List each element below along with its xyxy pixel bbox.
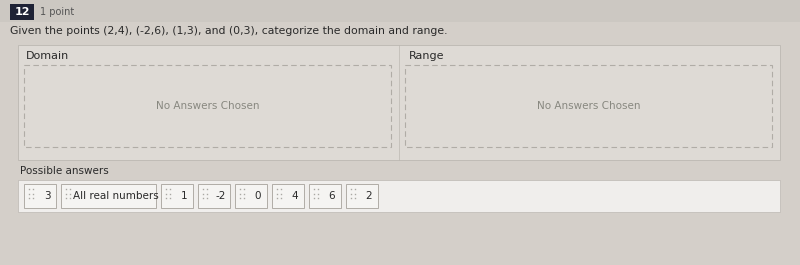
FancyBboxPatch shape xyxy=(0,0,800,22)
FancyBboxPatch shape xyxy=(272,184,304,208)
FancyBboxPatch shape xyxy=(346,184,378,208)
FancyBboxPatch shape xyxy=(18,45,780,160)
Text: Possible answers: Possible answers xyxy=(20,166,109,176)
FancyBboxPatch shape xyxy=(198,184,230,208)
Text: 1: 1 xyxy=(181,191,187,201)
Text: 3: 3 xyxy=(44,191,50,201)
Text: 6: 6 xyxy=(329,191,335,201)
Text: All real numbers: All real numbers xyxy=(73,191,158,201)
Text: Domain: Domain xyxy=(26,51,70,61)
FancyBboxPatch shape xyxy=(161,184,193,208)
Text: 0: 0 xyxy=(254,191,262,201)
FancyBboxPatch shape xyxy=(405,65,772,147)
FancyBboxPatch shape xyxy=(61,184,156,208)
Text: 4: 4 xyxy=(292,191,298,201)
Text: -2: -2 xyxy=(216,191,226,201)
Text: 12: 12 xyxy=(14,7,30,17)
FancyBboxPatch shape xyxy=(309,184,341,208)
FancyBboxPatch shape xyxy=(24,184,56,208)
Text: No Answers Chosen: No Answers Chosen xyxy=(537,101,640,111)
Text: No Answers Chosen: No Answers Chosen xyxy=(156,101,259,111)
FancyBboxPatch shape xyxy=(24,65,391,147)
Text: 1 point: 1 point xyxy=(40,7,74,17)
Text: Given the points (2,4), (-2,6), (1,3), and (0,3), categorize the domain and rang: Given the points (2,4), (-2,6), (1,3), a… xyxy=(10,26,447,36)
Text: 2: 2 xyxy=(366,191,372,201)
FancyBboxPatch shape xyxy=(10,4,34,20)
FancyBboxPatch shape xyxy=(18,180,780,212)
Text: Range: Range xyxy=(409,51,445,61)
FancyBboxPatch shape xyxy=(235,184,267,208)
